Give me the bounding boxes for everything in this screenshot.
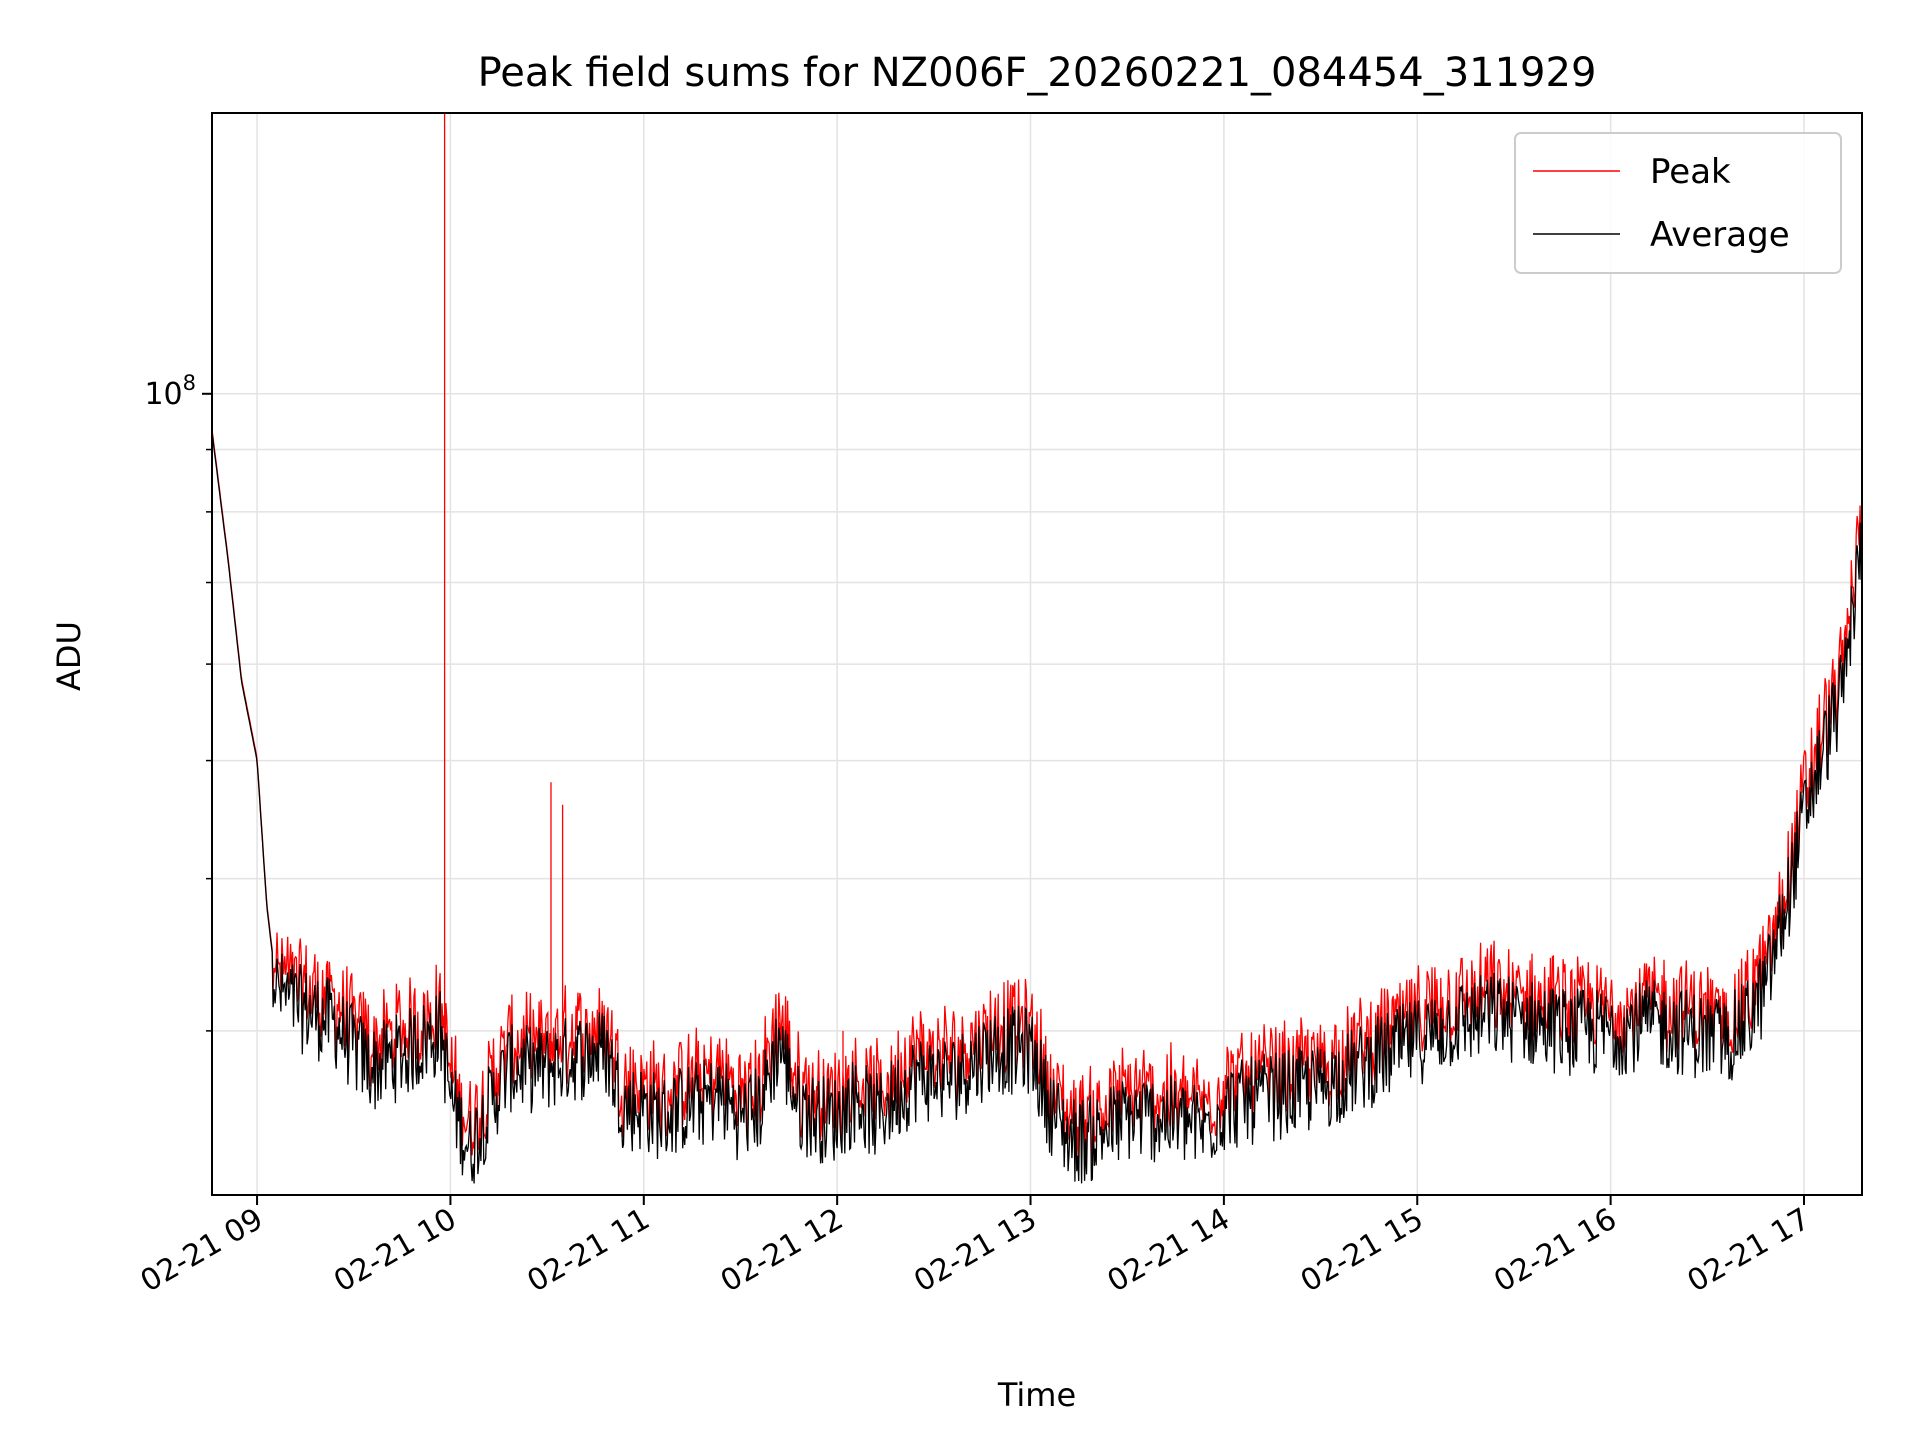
y-major-tick-label-base: 10 <box>144 377 182 412</box>
series-layer <box>212 113 1862 1184</box>
y-axis-ticks: 108 <box>144 371 212 1032</box>
y-axis-label: ADU <box>50 621 88 691</box>
x-axis-label: Time <box>997 1376 1076 1414</box>
y-major-tick-label-exponent: 8 <box>183 371 196 395</box>
chart-title: Peak field sums for NZ006F_20260221_0844… <box>478 50 1597 96</box>
legend-peak-label: Peak <box>1650 152 1731 192</box>
legend: Peak Average <box>1514 132 1842 274</box>
y-major-tick-label: 108 <box>144 371 196 412</box>
plot-frame <box>211 112 1863 1196</box>
average-series-line <box>212 432 1862 1184</box>
legend-box <box>1514 132 1842 274</box>
legend-average-label: Average <box>1650 215 1790 255</box>
